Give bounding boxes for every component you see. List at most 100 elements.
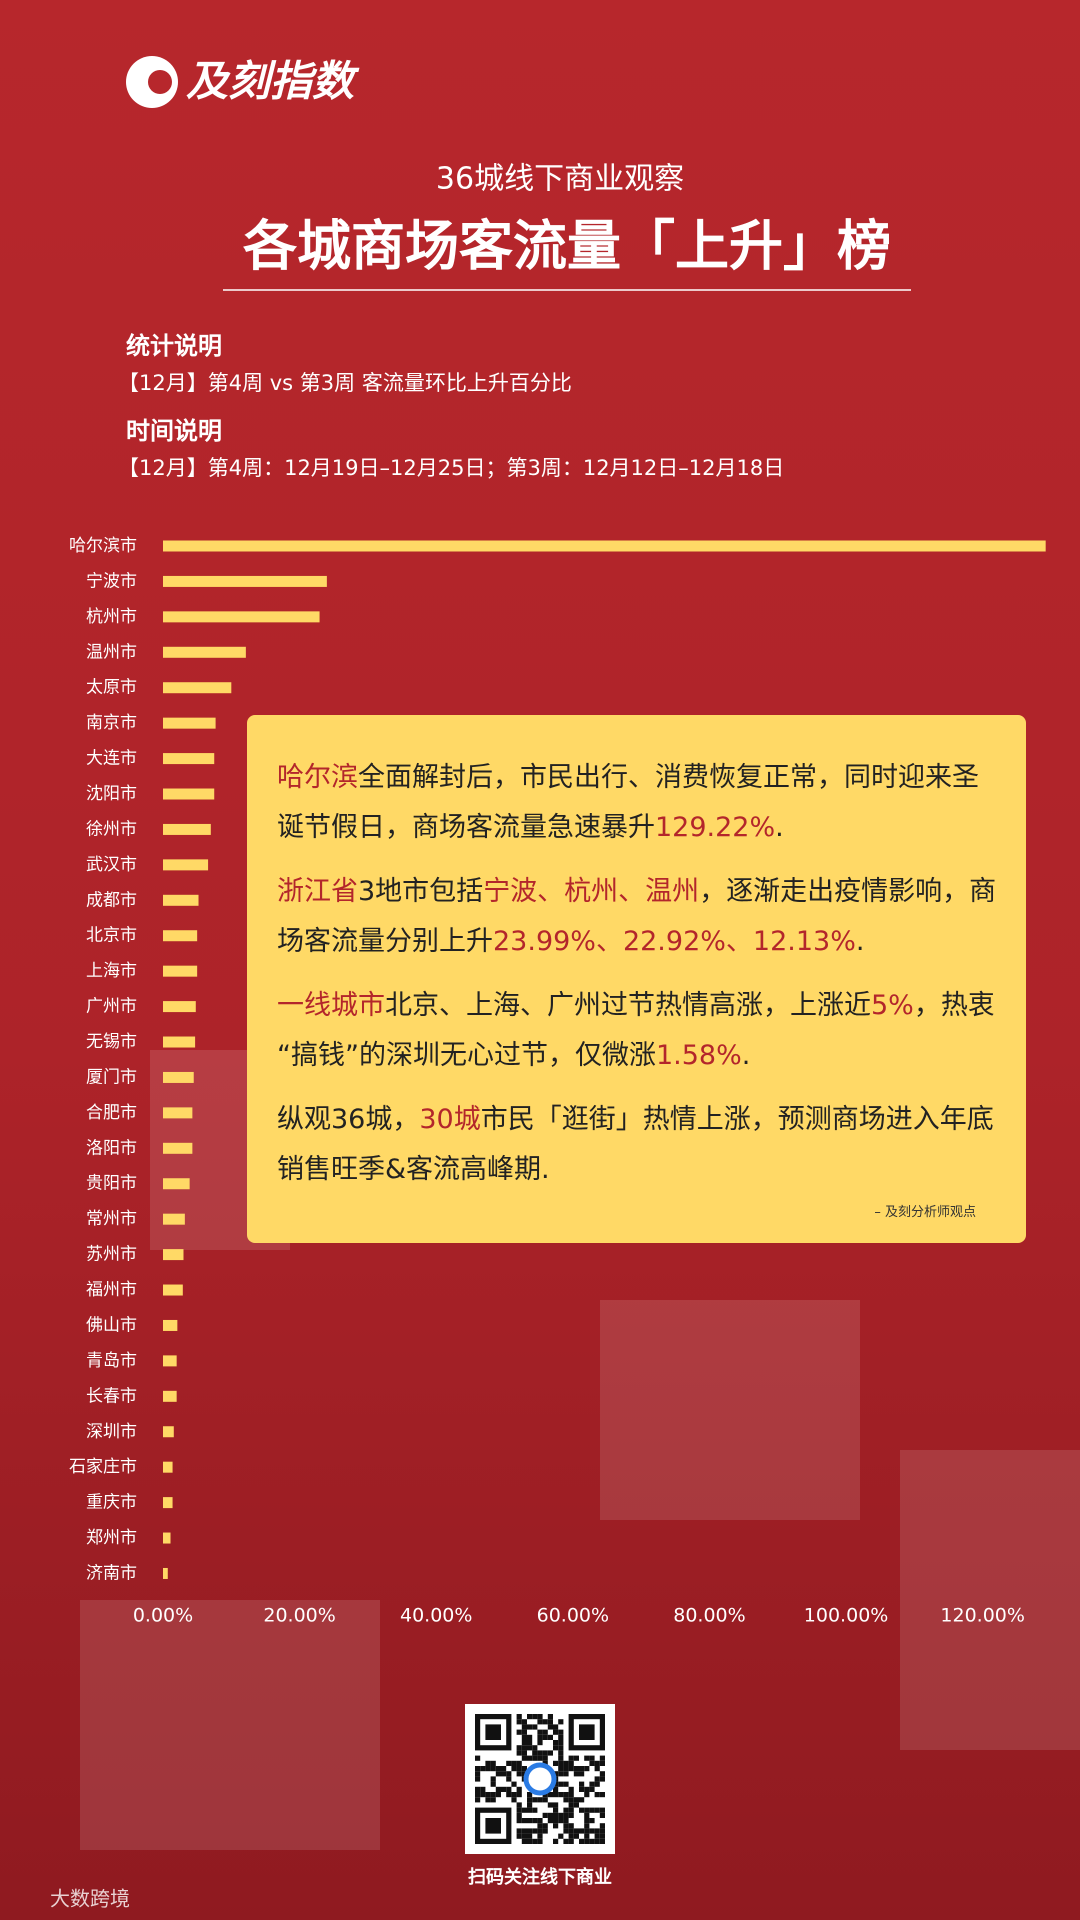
qr-module — [599, 1828, 605, 1834]
qr-logo — [523, 1762, 557, 1796]
qr-module — [506, 1760, 512, 1766]
y-tick-label: 宁波市 — [86, 571, 137, 591]
qr-module — [579, 1838, 585, 1844]
qr-module — [516, 1771, 522, 1777]
y-tick-label: 长春市 — [86, 1386, 137, 1406]
qr-module — [532, 1755, 538, 1761]
callout-paragraph: 纵观36城，30城市民「逛街」热情上涨，预测商场进入年底销售旺季&客流高峰期. — [277, 1095, 998, 1195]
qr-module — [568, 1766, 574, 1772]
y-tick-label: 佛山市 — [86, 1315, 137, 1335]
qr-module — [589, 1828, 595, 1834]
qr-module — [537, 1818, 543, 1824]
qr-module — [485, 1797, 491, 1803]
qr-module — [527, 1833, 533, 1839]
x-tick-label: 20.00% — [263, 1605, 335, 1627]
qr-module — [599, 1755, 605, 1761]
qr-module — [568, 1838, 574, 1844]
bar — [163, 1390, 177, 1402]
qr-module — [511, 1792, 517, 1798]
qr-module — [568, 1797, 574, 1803]
y-tick-label: 哈尔滨市 — [69, 536, 137, 556]
qr-module — [568, 1786, 574, 1792]
qr-module — [537, 1833, 543, 1839]
bar — [163, 1071, 194, 1083]
y-tick-label: 洛阳市 — [86, 1138, 137, 1158]
qr-finder — [485, 1724, 501, 1740]
qr-module — [599, 1771, 605, 1777]
body-text: ，逐渐走出疫情影响，商场客流量分别上升 — [277, 876, 997, 957]
qr-module — [511, 1797, 517, 1803]
qr-module — [547, 1818, 553, 1824]
qr-module — [579, 1797, 585, 1803]
bar — [163, 1567, 168, 1579]
bar — [163, 1107, 193, 1119]
y-tick-label: 郑州市 — [86, 1528, 137, 1548]
x-tick-label: 120.00% — [940, 1605, 1025, 1627]
qr-module — [553, 1792, 559, 1798]
y-tick-label: 温州市 — [86, 642, 137, 662]
qr-module — [568, 1807, 574, 1813]
qr-module — [516, 1818, 522, 1824]
qr-module — [495, 1786, 501, 1792]
qr-module — [547, 1750, 553, 1756]
qr-module — [563, 1760, 569, 1766]
qr-module — [475, 1792, 481, 1798]
qr-module — [547, 1734, 553, 1740]
qr-module — [573, 1802, 579, 1808]
body-text: 全面解封后，市民出行、消费恢复正常，同时迎来圣诞节假日，商场客流量急速暴升 — [277, 762, 979, 843]
qr-module — [490, 1766, 496, 1772]
highlight-text: 5% — [871, 990, 914, 1021]
qr-module — [490, 1760, 496, 1766]
qr-module — [516, 1729, 522, 1735]
y-tick-label: 重庆市 — [86, 1493, 137, 1513]
qr-module — [521, 1833, 527, 1839]
qr-module — [521, 1807, 527, 1813]
qr-module — [589, 1760, 595, 1766]
bar — [163, 611, 320, 623]
qr-module — [532, 1797, 538, 1803]
qr-module — [485, 1792, 491, 1798]
y-tick-label: 济南市 — [86, 1563, 137, 1583]
qr-module — [579, 1807, 585, 1813]
qr-module — [558, 1719, 564, 1725]
qr-module — [537, 1828, 543, 1834]
qr-module — [563, 1792, 569, 1798]
y-tick-label: 贵阳市 — [86, 1174, 137, 1194]
qr-module — [537, 1714, 543, 1720]
qr-module — [599, 1760, 605, 1766]
qr-module — [563, 1797, 569, 1803]
qr-module — [553, 1838, 559, 1844]
qr-module — [542, 1828, 548, 1834]
qr-module — [558, 1771, 564, 1777]
qr-module — [599, 1833, 605, 1839]
qr-module — [537, 1838, 543, 1844]
qr-module — [521, 1734, 527, 1740]
qr-module — [584, 1755, 590, 1761]
qr-module — [537, 1740, 543, 1746]
bar — [163, 1426, 174, 1438]
qr-module — [527, 1792, 533, 1798]
qr-module — [563, 1807, 569, 1813]
qr-module — [558, 1740, 564, 1746]
y-tick-label: 合肥市 — [86, 1103, 137, 1123]
bar — [163, 1532, 171, 1544]
body-text: 3地市包括 — [358, 876, 484, 907]
qr-module — [568, 1823, 574, 1829]
qr-module — [480, 1766, 486, 1772]
qr-module — [584, 1786, 590, 1792]
qr-module — [516, 1802, 522, 1808]
y-tick-label: 北京市 — [86, 926, 137, 946]
qr-module — [573, 1771, 579, 1777]
qr-module — [563, 1838, 569, 1844]
body-text: . — [775, 812, 784, 843]
qr-module — [568, 1792, 574, 1798]
qr-module — [584, 1823, 590, 1829]
qr-module — [480, 1786, 486, 1792]
y-tick-label: 苏州市 — [86, 1245, 137, 1265]
qr-module — [558, 1745, 564, 1751]
qr-module — [532, 1828, 538, 1834]
qr-module — [584, 1812, 590, 1818]
bar — [163, 540, 1046, 552]
qr-module — [527, 1714, 533, 1720]
